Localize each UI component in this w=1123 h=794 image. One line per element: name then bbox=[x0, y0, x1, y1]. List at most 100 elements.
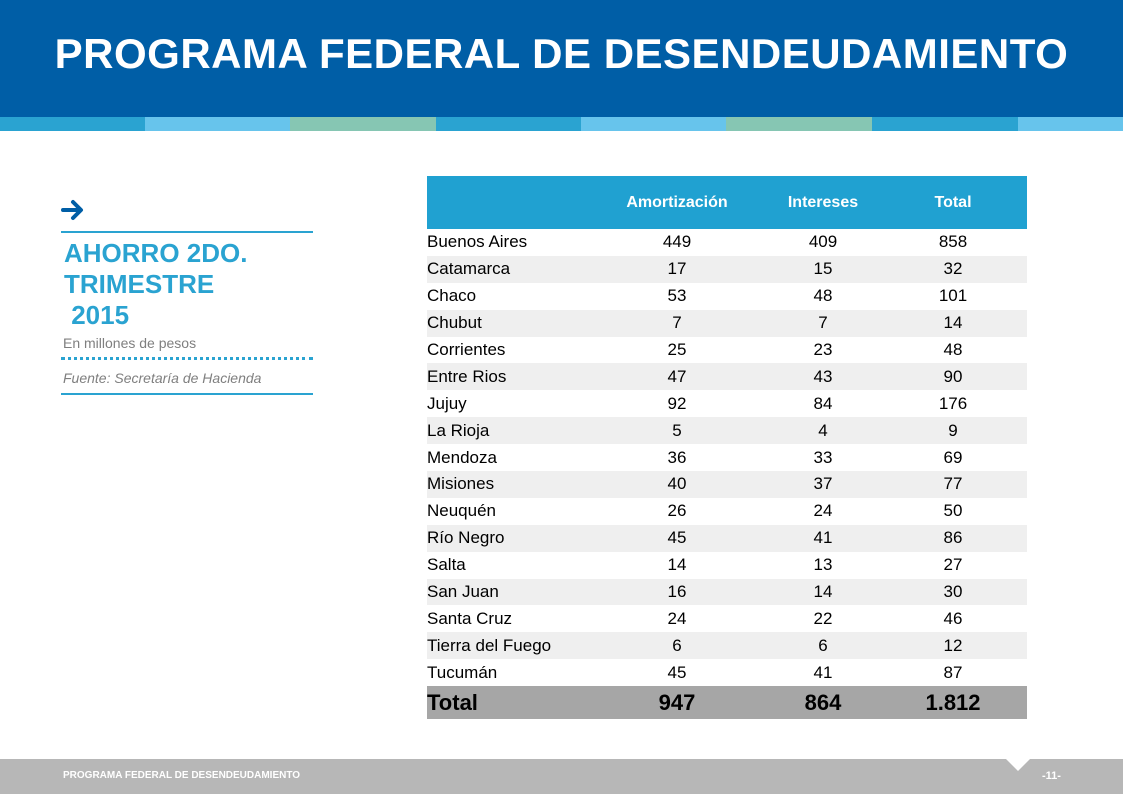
amortization-cell: 45 bbox=[587, 524, 767, 552]
interest-cell: 14 bbox=[767, 578, 879, 606]
table-row: Mendoza 36 33 69 bbox=[427, 444, 1027, 471]
color-stripe bbox=[726, 117, 872, 131]
section-title-line: TRIMESTRE bbox=[64, 269, 215, 299]
amortization-cell: 36 bbox=[667, 447, 687, 467]
savings-table: Amortización Intereses Total Buenos Aire… bbox=[427, 176, 1027, 720]
province-cell: Jujuy bbox=[427, 393, 467, 413]
interest-cell: 15 bbox=[767, 255, 879, 283]
province-cell: Chaco bbox=[427, 286, 477, 306]
interest-cell: 41 bbox=[813, 662, 833, 682]
total-cell: 48 bbox=[943, 340, 963, 359]
interest-cell: 23 bbox=[813, 340, 833, 359]
table-header-row: Amortización Intereses Total bbox=[427, 176, 1027, 229]
province-cell: Río Negro bbox=[427, 524, 587, 552]
amortization-cell: 45 bbox=[667, 662, 687, 682]
province-cell: Salta bbox=[427, 555, 466, 575]
footer-title: PROGRAMA FEDERAL DE DESENDEUDAMIENTO bbox=[63, 770, 301, 781]
table-row: Neuquén 26 24 50 bbox=[427, 498, 1027, 525]
interest-cell: 48 bbox=[813, 286, 833, 306]
interest-cell: 13 bbox=[813, 555, 833, 575]
total-cell: 27 bbox=[943, 555, 963, 575]
total-cell: 86 bbox=[879, 524, 1027, 552]
amortization-cell: 5 bbox=[587, 417, 767, 445]
column-header: Amortización bbox=[587, 176, 767, 229]
interest-cell: 24 bbox=[813, 501, 833, 521]
interest-cell: 41 bbox=[767, 524, 879, 552]
column-header: Intereses bbox=[767, 176, 879, 229]
color-stripe bbox=[872, 117, 1018, 131]
province-cell: Entre Rios bbox=[427, 363, 587, 391]
total-cell: 858 bbox=[938, 232, 968, 252]
total-cell: 101 bbox=[938, 286, 968, 306]
total-cell: 87 bbox=[943, 662, 963, 682]
amortization-cell: 26 bbox=[667, 501, 687, 521]
province-cell: Corrientes bbox=[427, 340, 506, 359]
column-header: Total bbox=[879, 176, 1027, 229]
table-row: Tucumán 45 41 87 bbox=[427, 659, 1027, 686]
interest-cell: 33 bbox=[813, 447, 833, 467]
total-total: 1.812 bbox=[879, 686, 1027, 720]
table-row: Jujuy 92 84 176 bbox=[427, 390, 1027, 417]
table-row: San Juan 16 14 30 bbox=[427, 578, 1027, 606]
interest-cell: 4 bbox=[767, 417, 879, 445]
slide-title: PROGRAMA FEDERAL DE DESENDEUDAMIENTO bbox=[54, 30, 1069, 77]
total-interest: 864 bbox=[767, 686, 879, 720]
total-cell: 50 bbox=[943, 501, 963, 521]
total-cell: 69 bbox=[943, 447, 963, 467]
interest-cell: 409 bbox=[808, 232, 838, 252]
total-row: Total 947 864 1.812 bbox=[427, 686, 1027, 720]
amortization-cell: 53 bbox=[667, 286, 687, 306]
source-note: Fuente: Secretaría de Hacienda bbox=[63, 370, 262, 386]
table-row: Chaco 53 48 101 bbox=[427, 283, 1027, 310]
province-cell: Tierra del Fuego bbox=[427, 632, 587, 660]
amortization-cell: 7 bbox=[587, 309, 767, 337]
total-cell: 14 bbox=[879, 309, 1027, 337]
color-stripe bbox=[436, 117, 581, 131]
table-row: Salta 14 13 27 bbox=[427, 552, 1027, 579]
province-cell: Tucumán bbox=[427, 662, 498, 682]
table-row: Catamarca 17 15 32 bbox=[427, 255, 1027, 283]
units-note: En millones de pesos bbox=[63, 335, 197, 351]
total-cell: 12 bbox=[879, 632, 1027, 660]
page-number: -11- bbox=[1042, 770, 1061, 782]
amortization-cell: 14 bbox=[667, 555, 687, 575]
total-cell: 46 bbox=[943, 608, 963, 628]
province-cell: Catamarca bbox=[427, 255, 587, 283]
section-title: AHORRO 2DO. TRIMESTRE 2015 bbox=[64, 238, 314, 331]
arrow-right-icon bbox=[60, 198, 88, 222]
amortization-cell: 40 bbox=[587, 471, 767, 498]
total-cell: 90 bbox=[879, 363, 1027, 391]
slide-header: PROGRAMA FEDERAL DE DESENDEUDAMIENTO bbox=[0, 0, 1123, 118]
color-stripe bbox=[290, 117, 436, 131]
amortization-cell: 24 bbox=[667, 608, 687, 628]
amortization-cell: 17 bbox=[587, 255, 767, 283]
interest-cell: 37 bbox=[767, 471, 879, 498]
section-title-line: AHORRO 2DO. bbox=[64, 238, 248, 268]
province-cell: Chubut bbox=[427, 309, 587, 337]
total-cell: 176 bbox=[938, 393, 968, 413]
total-amortization: 947 bbox=[587, 686, 767, 720]
interest-cell: 43 bbox=[767, 363, 879, 391]
table-row: Chubut 7 7 14 bbox=[427, 309, 1027, 337]
table-row: La Rioja 5 4 9 bbox=[427, 417, 1027, 445]
province-cell: Buenos Aires bbox=[427, 232, 528, 252]
table-row: Río Negro 45 41 86 bbox=[427, 524, 1027, 552]
interest-cell: 22 bbox=[813, 608, 833, 628]
section-title-line: 2015 bbox=[64, 300, 130, 330]
total-cell: 9 bbox=[879, 417, 1027, 445]
table-row: Tierra del Fuego 6 6 12 bbox=[427, 632, 1027, 660]
interest-cell: 7 bbox=[767, 309, 879, 337]
footer-bar bbox=[0, 759, 1123, 794]
province-cell: La Rioja bbox=[427, 417, 587, 445]
color-stripe bbox=[145, 117, 290, 131]
total-cell: 32 bbox=[879, 255, 1027, 283]
divider bbox=[61, 231, 313, 233]
dotted-divider bbox=[61, 357, 313, 360]
amortization-cell: 47 bbox=[587, 363, 767, 391]
column-header bbox=[427, 176, 587, 229]
province-cell: Mendoza bbox=[427, 447, 497, 467]
province-cell: Santa Cruz bbox=[427, 608, 513, 628]
amortization-cell: 92 bbox=[667, 393, 687, 413]
divider bbox=[61, 393, 313, 395]
amortization-cell: 16 bbox=[587, 578, 767, 606]
